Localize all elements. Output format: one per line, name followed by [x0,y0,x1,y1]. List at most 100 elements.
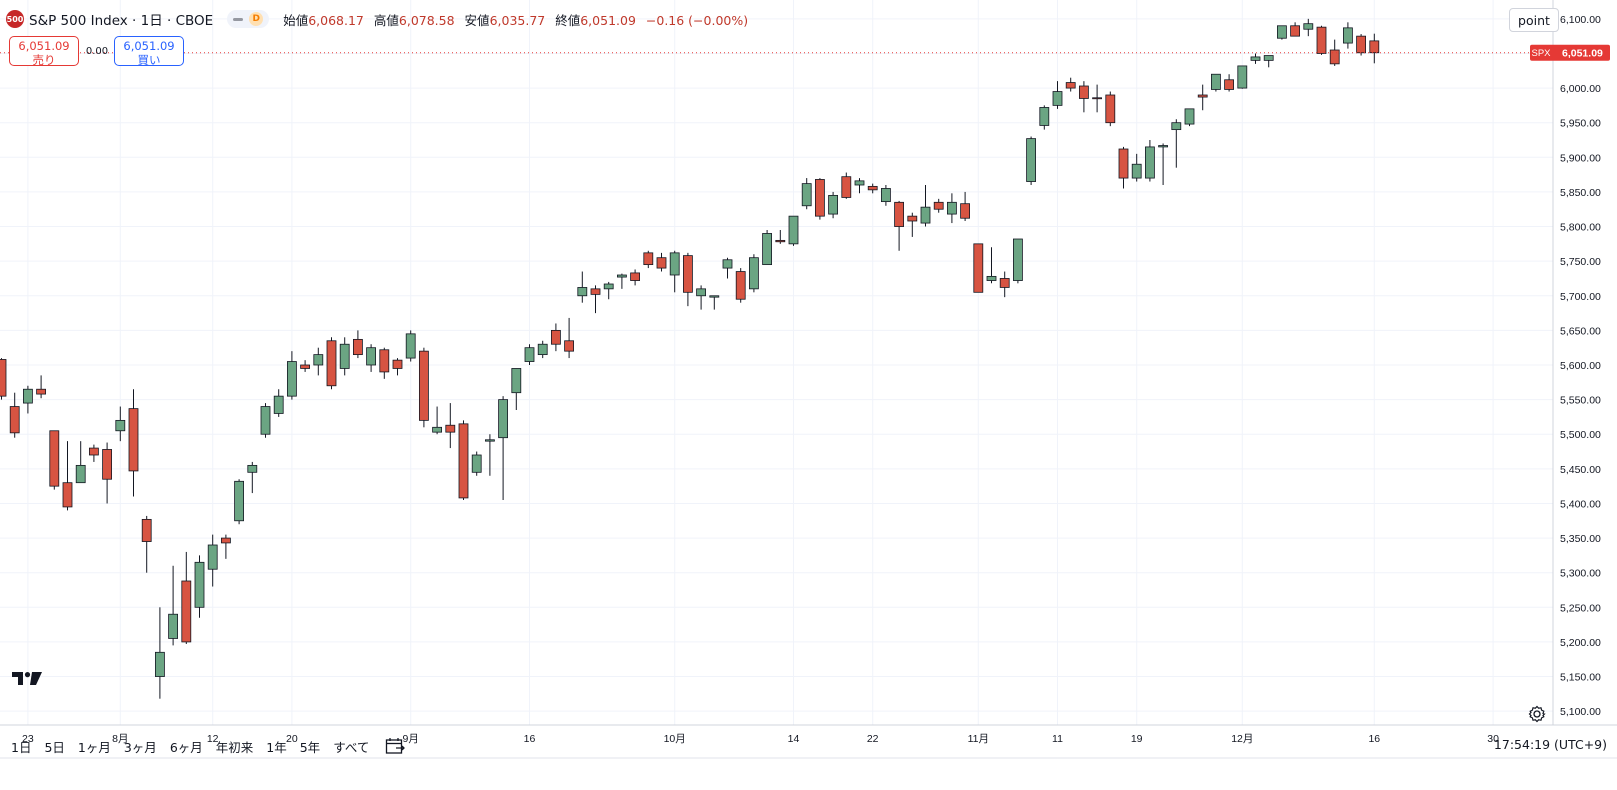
candle [1039,105,1050,130]
buy-label: 買い [137,53,161,67]
candle-body [36,388,46,395]
candle-body [1224,79,1234,90]
candle [894,200,904,251]
candle-body [1250,56,1261,61]
candle-body [894,201,904,227]
candle [1356,34,1366,56]
candle-body [1211,73,1221,90]
candle [841,172,852,199]
candle-body [564,340,574,352]
candle [762,230,772,266]
sell-price: 6,051.09 [18,39,70,53]
ohlc-values: 始値6,068.17 高値6,078.58 安値6,035.77 終値6,051… [283,10,754,29]
candle [1079,81,1089,113]
candle-body [194,561,205,608]
market-closed-icon [233,17,244,21]
candle [577,271,588,303]
settings-gear-icon[interactable] [1528,705,1546,723]
candle [234,479,245,525]
candle [537,340,548,359]
candle-body [1131,163,1142,179]
candle [168,565,179,646]
price-axis[interactable]: 5,100.00 5,150.00 5,200.00 5,250.00 5,300.00… [1560,14,1601,718]
change-value: −0.16 (−0.00%) [645,12,749,28]
candle-body [62,482,73,508]
candle [735,268,746,303]
range-5y-button[interactable]: 5年 [299,739,321,755]
time-tick-label: 30 [1487,733,1499,745]
time-tick-label: 16 [524,733,536,745]
candle-body [1184,108,1195,125]
candle-body [9,406,20,434]
buy-button[interactable]: 6,051.09 買い [114,36,184,67]
candle-body [1171,122,1182,131]
candle [141,515,152,573]
candle-body [999,278,1010,288]
candle [709,295,720,310]
range-3m-button[interactable]: 3ヶ月 [123,739,157,755]
range-1y-button[interactable]: 1年 [266,739,287,755]
candle-body [207,544,218,570]
candle [603,281,614,300]
candle [75,441,86,484]
candle [194,555,205,618]
candle-body [22,388,33,404]
candle [696,285,706,310]
candle-body [49,430,60,487]
range-all-button[interactable]: すべて [333,739,370,755]
candle-body [418,350,429,421]
candle [0,358,7,400]
calendar-range-icon[interactable] [385,737,407,755]
delayed-badge: D [249,12,264,26]
candle [828,191,838,219]
candle [907,212,918,237]
candle-body [709,295,720,298]
close-label: 終値 [555,12,581,28]
price-tick-label: 5,550.00 [1560,395,1601,407]
candle [22,385,33,414]
candle-body [286,361,297,397]
candle [775,230,786,244]
candle-body [392,359,403,369]
range-ytd-button[interactable]: 年初来 [215,739,254,755]
clock-timezone[interactable]: 17:54:19 (UTC+9) [1493,737,1607,752]
candle [313,347,324,376]
candle-body [1105,94,1116,124]
candle-body [168,613,179,639]
candle-body [933,201,944,210]
symbol-title[interactable]: S&P 500 Index · 1日 · CBOE [29,13,214,29]
candle [220,534,231,559]
range-5d-button[interactable]: 5日 [44,739,65,755]
candle [590,285,601,314]
candle-body [1263,55,1274,61]
candle [1065,77,1076,92]
time-axis[interactable]: 23 8月 12 20 9月 16 10月 14 22 11月 11 19 12月 16 30 [22,733,1499,745]
candle-body [300,364,311,369]
tradingview-logo-icon[interactable] [12,672,42,686]
range-1m-button[interactable]: 1ヶ月 [77,739,111,755]
candle-body [762,233,772,266]
scale-mode-button[interactable]: point [1509,8,1559,32]
price-tick-label: 5,400.00 [1560,498,1601,510]
candle-body [339,343,350,369]
sell-button[interactable]: 6,051.09 売り [9,36,79,67]
candle-body [128,408,139,472]
candle [207,534,218,587]
spx-logo-icon: 500 [6,10,24,28]
range-6m-button[interactable]: 6ヶ月 [169,739,203,755]
candle [1277,25,1287,40]
candle-body [828,194,838,215]
market-status-pill[interactable]: D [227,10,270,28]
close-value: 6,051.09 [580,12,636,28]
candle-body [141,518,152,542]
time-tick-label: 11 [1052,733,1063,745]
candle [36,375,46,399]
range-1d-button[interactable]: 1日 [11,739,32,755]
candle-body [630,272,640,281]
candle-body [1145,146,1155,179]
candle-body [445,424,456,433]
candle [1197,84,1208,111]
candle-body [1303,23,1314,30]
candle [260,403,271,438]
